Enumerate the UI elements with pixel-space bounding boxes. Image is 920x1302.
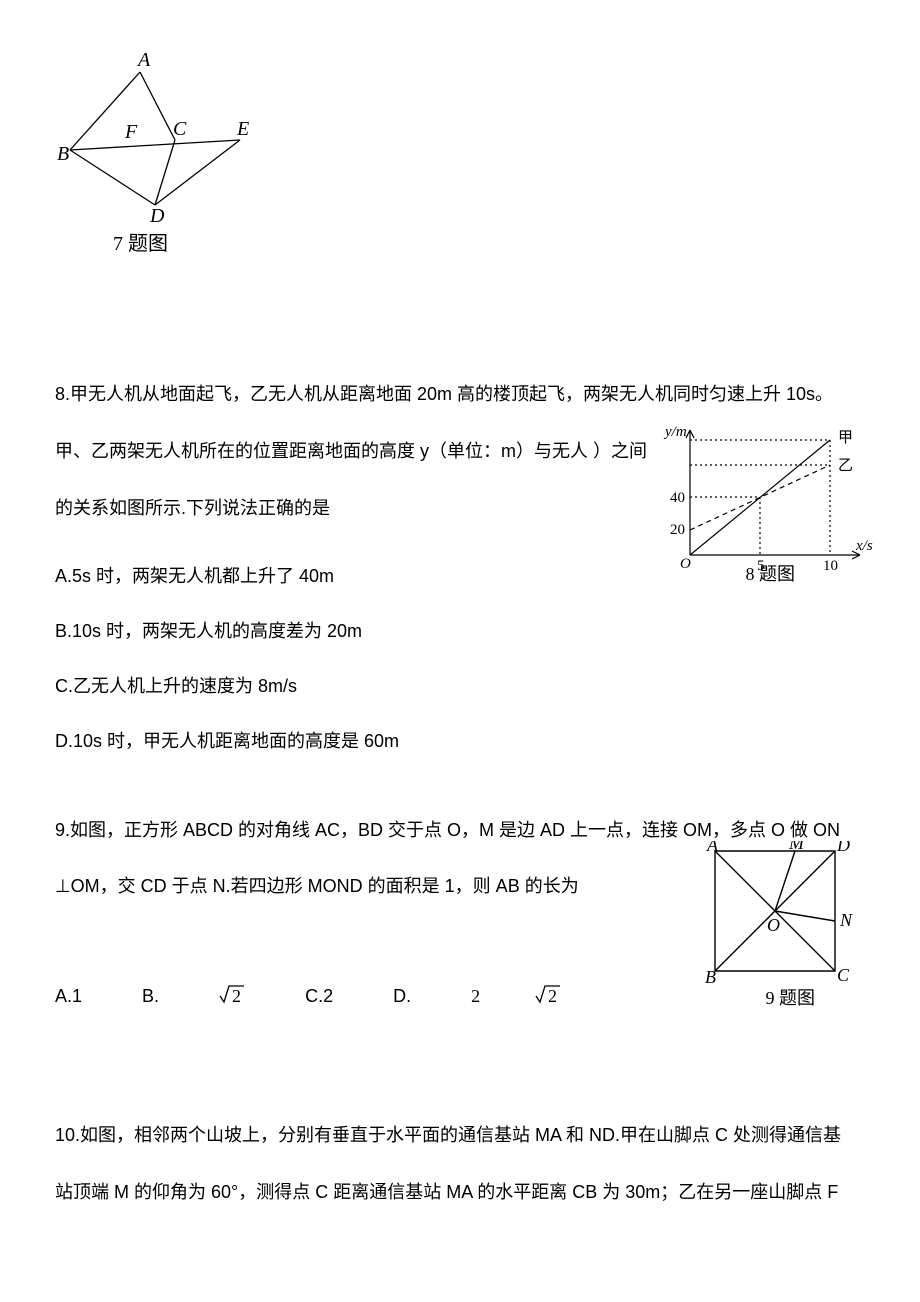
figure-7-caption: 7 题图 [113,228,168,260]
q8-origin: O [680,556,691,572]
q9-label-N: N [839,910,853,930]
q8-options: A.5s 时，两架无人机都上升了 40m B.10s 时，两架无人机的高度差为 … [55,562,865,755]
svg-text:20: 20 [670,522,685,538]
label-C: C [173,118,187,140]
q8-option-c: C.乙无人机上升的速度为 8m/s [55,672,865,701]
q8-ylabel: y/m [663,424,687,440]
label-A: A [136,50,151,71]
question-8: 8.甲无人机从地面起飞，乙无人机从距离地面 20m 高的楼顶起飞，两架无人机同时… [55,380,865,756]
q9-label-Bv: B [705,967,716,987]
q8-option-d: D.10s 时，甲无人机距离地面的高度是 60m [55,727,865,756]
q9-option-c: C.2 [305,982,333,1011]
q9-d-val: 2 [548,986,557,1006]
q8-yi: 乙 [838,458,853,474]
q9-d-coef: 2 [471,982,480,1011]
label-E: E [236,118,249,140]
q9-label-M: M [788,841,805,853]
q9-option-b: B. 2 [142,982,245,1012]
svg-text:10: 10 [823,558,838,574]
svg-text:40: 40 [670,490,685,506]
label-B: B [57,143,69,165]
figure-7-block: A B F C E D 7 题图 [55,50,865,260]
q8-line-1: 8.甲无人机从地面起飞，乙无人机从距离地面 20m 高的楼顶起飞，两架无人机同时… [55,380,865,409]
q9-b-val: 2 [232,986,241,1006]
q9-d-prefix: D. [393,982,411,1011]
q9-line-2: ⊥OM，交 CD 于点 N.若四边形 MOND 的面积是 1，则 AB 的长为 [55,872,655,901]
question-9: 9.如图，正方形 ABCD 的对角线 AC，BD 交于点 O，M 是边 AD 上… [55,816,865,1012]
q9-option-a: A.1 [55,982,82,1011]
q9-option-d: D. 2 2 [393,982,561,1012]
q8-jia: 甲 [838,430,853,446]
q10-line-1: 10.如图，相邻两个山坡上，分别有垂直于水平面的通信基站 MA 和 ND.甲在山… [55,1121,865,1150]
question-10: 10.如图，相邻两个山坡上，分别有垂直于水平面的通信基站 MA 和 ND.甲在山… [55,1121,865,1207]
q8-xlabel: x/s [855,538,873,554]
q9-label-O: O [767,915,780,935]
q9-graph-svg: A M D N C B O [705,841,865,1001]
q8-option-b: B.10s 时，两架无人机的高度差为 20m [55,617,865,646]
sqrt-icon: 2 [219,982,245,1006]
q10-line-2: 站顶端 M 的仰角为 60°，测得点 C 距离通信基站 MA 的水平距离 CB … [55,1178,865,1207]
label-F: F [124,121,138,143]
q8-graph-svg: y/m x/s 40 20 O 5 10 甲 乙 [660,420,875,580]
label-D: D [149,205,165,225]
q9-label-C: C [837,965,850,985]
q9-b-prefix: B. [142,982,159,1011]
sqrt-icon: 2 [535,982,561,1006]
q9-label-D: D [836,841,850,855]
q9-label-A: A [706,841,719,855]
q8-graph-caption: 8 题图 [746,560,796,589]
q9-graph-caption: 9 题图 [766,984,816,1013]
figure-7-svg: A B F C E D [55,50,265,225]
